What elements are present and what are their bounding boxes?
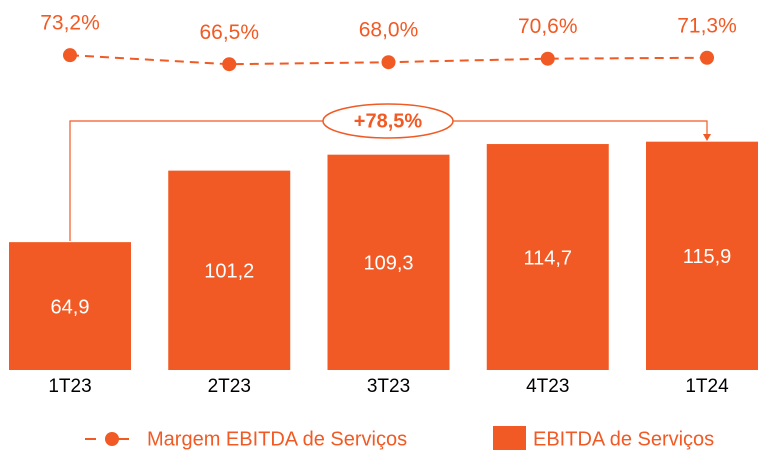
line-point: [381, 55, 396, 70]
x-tick-label: 3T23: [367, 376, 410, 397]
bar: [486, 144, 609, 370]
legend-label: Margem EBITDA de Serviços: [147, 428, 407, 450]
line-point: [700, 50, 714, 65]
growth-bracket: [69, 120, 708, 241]
legend-swatch: [493, 426, 526, 450]
bar-value-label: 114,7: [523, 247, 572, 269]
growth-ellipse: [322, 103, 454, 139]
bar: [9, 242, 131, 370]
bar-value-label: 115,9: [683, 246, 732, 268]
x-tick-label: 4T23: [526, 376, 569, 397]
line-value-label: 71,3%: [677, 14, 737, 37]
line-value-label: 66,5%: [199, 21, 259, 44]
bar: [168, 170, 291, 370]
legend-label: EBITDA de Serviços: [533, 428, 714, 450]
growth-label: +78,5%: [354, 110, 423, 132]
bar: [327, 154, 450, 370]
line-value-label: 70,6%: [518, 15, 578, 38]
bar-value-label: 101,2: [204, 261, 254, 283]
line-point: [540, 51, 555, 66]
legend-dot: [105, 432, 119, 446]
line-value-label: 73,2%: [40, 12, 100, 35]
bar-value-label: 109,3: [363, 253, 413, 275]
x-tick-label: 1T24: [685, 376, 729, 397]
bar: [646, 141, 758, 370]
line-point: [222, 57, 237, 72]
x-tick-label: 2T23: [208, 376, 251, 397]
bar-value-label: 64,9: [51, 296, 90, 318]
line-point: [63, 48, 77, 63]
growth-arrow: [703, 134, 711, 141]
line-value-label: 68,0%: [359, 19, 419, 42]
x-tick-label: 1T23: [48, 376, 91, 397]
